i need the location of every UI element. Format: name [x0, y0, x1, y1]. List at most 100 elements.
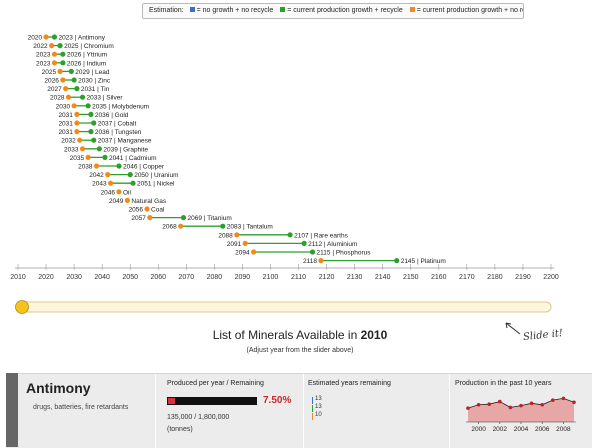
row-end-dot: [130, 180, 136, 186]
legend-label-no-growth: = no growth + no recycle: [196, 7, 274, 14]
divider: [303, 374, 304, 448]
row-start-dot: [71, 103, 77, 109]
row-start-dot: [234, 232, 240, 238]
row-start-dot: [85, 154, 91, 160]
row-start-year: 2038: [78, 164, 93, 171]
row-label: 2023 | Antimony: [58, 35, 105, 42]
row-label: 2083 | Tantalum: [227, 224, 273, 231]
axis-tick-label: 2080: [207, 274, 223, 281]
history-tick-label: 2008: [556, 426, 571, 433]
years-remaining-title: Estimated years remaining: [308, 380, 391, 387]
history-point: [529, 401, 534, 406]
years-no-growth: 13: [315, 396, 322, 402]
row-start-dot: [77, 137, 83, 143]
history-tick-label: 2000: [471, 426, 486, 433]
row-label: 2039 | Graphite: [103, 146, 148, 153]
year-slider-track[interactable]: [17, 301, 552, 313]
row-end-dot: [96, 146, 102, 152]
production-units: (tonnes): [167, 426, 193, 433]
axis-tick-label: 2010: [10, 274, 26, 281]
history-point: [498, 399, 502, 404]
list-title-year: 2010: [360, 328, 388, 342]
row-start-year: 2025: [42, 69, 57, 76]
row-label: 2050 | Uranium: [134, 172, 178, 179]
row-start-dot: [79, 146, 86, 152]
row-end-dot: [394, 258, 400, 264]
row-label: Natural Gas: [131, 198, 166, 205]
legend-swatch-green: [280, 7, 286, 12]
row-start-dot: [65, 94, 72, 100]
depletion-timeline-chart: 2010 2020 2030 2040 2050 2060 2070 2080 2090 2100…: [10, 34, 559, 314]
axis-tick-label: 2060: [150, 274, 166, 281]
legend-swatch-orange: [409, 7, 415, 12]
row-end-dot: [71, 77, 77, 83]
row-start-dot: [60, 77, 66, 83]
row-start-dot: [107, 180, 114, 186]
axis-tick-label: 2130: [347, 274, 363, 281]
years-bar-blue: [312, 397, 313, 404]
divider: [449, 374, 450, 448]
row-label: 2037 | Manganese: [98, 138, 152, 145]
axis-tick-label: 2100: [263, 274, 279, 281]
row-start-year: 2030: [56, 103, 71, 110]
production-percent: 7.50%: [263, 395, 292, 406]
row-end-dot: [102, 154, 108, 160]
row-start-year: 2031: [58, 121, 73, 128]
history-point: [551, 398, 555, 402]
axis-tick-label: 2110: [291, 274, 306, 281]
row-label: 2069 | Titanium: [188, 215, 232, 222]
row-start-year: 2033: [64, 146, 79, 153]
production-title: Produced per year / Remaining: [167, 380, 264, 387]
row-label: 2033 | Silver: [87, 95, 124, 102]
divider: [155, 374, 156, 448]
row-end-dot: [60, 51, 66, 57]
legend-item-growth-no-recycle: = current production growth + no recycle: [409, 4, 523, 18]
row-start-dot: [51, 51, 58, 57]
legend-swatch-blue: [189, 7, 195, 12]
row-start-dot: [124, 197, 131, 203]
row-start-year: 2032: [61, 138, 76, 145]
row-end-dot: [85, 103, 91, 109]
legend-item-no-growth: = no growth + no recycle: [189, 4, 274, 18]
row-start-year: 2020: [28, 35, 43, 42]
legend: Estimation: = no growth + no recycle = c…: [142, 3, 524, 19]
axis-tick-label: 2150: [403, 274, 419, 281]
row-start-dot: [43, 34, 49, 40]
row-start-dot: [178, 223, 184, 229]
row-end-dot: [88, 111, 94, 117]
row-start-year: 2056: [129, 207, 144, 214]
row-start-dot: [144, 206, 150, 212]
history-point: [466, 406, 470, 410]
row-end-dot: [91, 137, 97, 143]
row-start-year: 2031: [58, 112, 73, 119]
list-title-prefix: List of Minerals Available in: [212, 328, 361, 342]
row-end-dot: [74, 86, 80, 92]
row-end-dot: [220, 223, 226, 229]
panel-accent: [6, 373, 18, 447]
list-title: List of Minerals Available in 2010: [0, 328, 600, 342]
row-start-dot: [242, 240, 248, 246]
history-tick-label: 2002: [493, 426, 508, 433]
row-start-dot: [49, 43, 55, 49]
row-label: 2037 | Cobalt: [98, 121, 137, 128]
year-slider-handle[interactable]: [15, 300, 29, 314]
years-bar-orange: [312, 413, 313, 420]
legend-item-growth-recycle: = current production growth + recycle: [280, 4, 403, 18]
row-start-dot: [147, 215, 153, 221]
axis-tick-label: 2170: [459, 274, 475, 281]
row-start-dot: [318, 258, 324, 264]
row-start-year: 2049: [109, 198, 124, 205]
row-start-dot: [74, 111, 80, 117]
row-label: 2145 | Platinum: [401, 258, 446, 265]
row-end-dot: [79, 94, 86, 100]
mineral-name: Antimony: [26, 380, 91, 396]
row-start-dot: [93, 163, 100, 169]
axis-tick-label: 2140: [375, 274, 391, 281]
row-label: 2112 | Aluminium: [308, 241, 357, 248]
mineral-uses: drugs, batteries, fire retardants: [33, 404, 129, 411]
history-point: [519, 403, 523, 408]
row-end-dot: [68, 68, 74, 74]
row-label: 2025 | Chromium: [64, 43, 114, 50]
history-point: [508, 405, 513, 410]
history-area: [468, 398, 574, 422]
